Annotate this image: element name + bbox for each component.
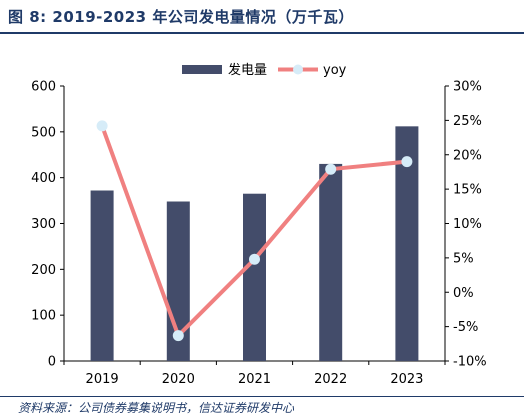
y-right-tick-label: 20% (453, 148, 482, 163)
y-right-tick-label: 5% (453, 251, 474, 266)
y-right-tick-label: 30% (453, 80, 482, 95)
y-left-tick-label: 200 (31, 263, 56, 278)
x-tick-label: 2021 (238, 372, 271, 387)
x-tick-label: 2019 (86, 372, 119, 387)
x-tick-label: 2022 (314, 372, 347, 387)
y-left-tick-label: 500 (31, 125, 56, 140)
y-left-tick-label: 100 (31, 309, 56, 324)
y-right-tick-label: 25% (453, 114, 482, 129)
bar (243, 193, 266, 361)
yoy-point (172, 330, 184, 342)
y-right-tick-label: 0% (453, 286, 474, 301)
y-left-tick-label: 400 (31, 171, 56, 186)
figure-title: 图 8: 2019-2023 年公司发电量情况（万千瓦） (8, 8, 354, 26)
source-note: 资料来源：公司债券募集说明书，信达证券研发中心 (18, 401, 295, 415)
bar (319, 163, 343, 361)
bottom-rule (0, 396, 524, 397)
legend-label-bar: 发电量 (228, 62, 267, 78)
legend-swatch-bar (182, 65, 222, 74)
y-right-tick-label: 15% (453, 183, 482, 198)
y-left-tick-label: 0 (48, 355, 56, 370)
y-left-tick-label: 300 (31, 217, 56, 232)
legend-label-line: yoy (323, 63, 347, 78)
x-tick-label: 2020 (162, 372, 195, 387)
y-left-tick-label: 600 (31, 80, 56, 95)
bar (395, 126, 419, 361)
title-bar: 图 8: 2019-2023 年公司发电量情况（万千瓦） (0, 0, 524, 34)
x-tick-label: 2023 (390, 372, 423, 387)
y-right-tick-label: -5% (453, 320, 478, 335)
bar (90, 190, 114, 361)
y-right-tick-label: 10% (453, 217, 482, 232)
y-right-tick-label: -10% (453, 355, 487, 370)
yoy-point (325, 163, 337, 175)
yoy-point (249, 253, 260, 265)
chart: 0 100 200 300 400 500 600 -10% -5% 0% 5% 10% 15% 20% 2… (31, 62, 487, 387)
yoy-point (96, 120, 108, 132)
yoy-point (401, 156, 413, 168)
legend-marker-line (293, 64, 303, 75)
